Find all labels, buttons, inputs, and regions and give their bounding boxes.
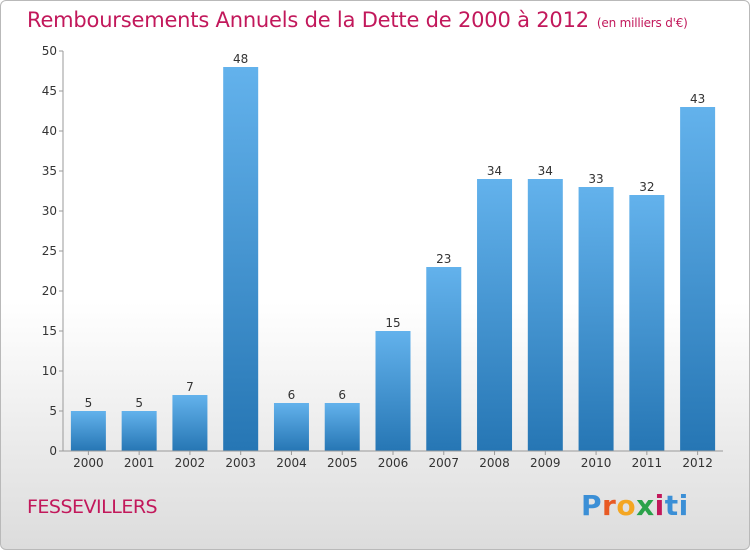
- x-tick-label: 2005: [327, 456, 358, 470]
- y-tick-label: 10: [42, 364, 57, 378]
- x-tick-label: 2003: [225, 456, 256, 470]
- x-tick-label: 2009: [530, 456, 561, 470]
- bar: [172, 395, 208, 451]
- y-tick-label: 0: [49, 444, 57, 458]
- x-tick-label: 2012: [682, 456, 713, 470]
- logo-letter: ti: [664, 489, 689, 522]
- x-tick-label: 2004: [276, 456, 307, 470]
- x-tick-label: 2002: [175, 456, 206, 470]
- y-tick-label: 45: [42, 84, 57, 98]
- bar: [324, 403, 360, 451]
- bar-value-label: 33: [588, 172, 603, 186]
- y-tick-label: 5: [49, 404, 57, 418]
- bar: [70, 411, 106, 451]
- logo-letter: o: [616, 489, 637, 522]
- x-tick-label: 2000: [73, 456, 104, 470]
- bar-value-label: 34: [487, 164, 502, 178]
- bar-value-label: 5: [135, 396, 143, 410]
- bar: [273, 403, 309, 451]
- bar-value-label: 43: [690, 92, 705, 106]
- y-tick-label: 30: [42, 204, 57, 218]
- bar: [426, 267, 462, 451]
- chart-title: Remboursements Annuels de la Dette de 20…: [27, 8, 688, 32]
- logo-letter: x: [636, 489, 655, 522]
- logo-letter: i: [654, 489, 665, 522]
- bar: [680, 107, 716, 451]
- proxiti-logo: Proxiti: [581, 489, 689, 522]
- x-tick-label: 2011: [632, 456, 663, 470]
- bars-group: 5 5 7 48 6 6 15 23 34 34 33 32 43: [70, 52, 716, 451]
- bar: [223, 67, 259, 451]
- x-tick-label: 2007: [428, 456, 459, 470]
- y-tick-label: 50: [42, 44, 57, 58]
- x-tick-label: 2008: [479, 456, 510, 470]
- bar-value-label: 23: [436, 252, 451, 266]
- bar: [477, 179, 513, 451]
- bar: [578, 187, 614, 451]
- x-tick-label: 2006: [378, 456, 409, 470]
- y-tick-label: 40: [42, 124, 57, 138]
- logo-letter: r: [602, 489, 617, 522]
- x-tick-label: 2010: [581, 456, 612, 470]
- bar-value-label: 6: [338, 388, 346, 402]
- logo-letter: P: [581, 489, 603, 522]
- y-tick-label: 15: [42, 324, 57, 338]
- bar-value-label: 48: [233, 52, 248, 66]
- bar-value-label: 7: [186, 380, 194, 394]
- bar-value-label: 6: [288, 388, 296, 402]
- x-axis: 2000 2001 2002 2003 2004 2005 2006 2007 2008 2009…: [63, 450, 723, 470]
- bar-value-label: 15: [385, 316, 400, 330]
- y-tick-label: 20: [42, 284, 57, 298]
- bar-value-label: 5: [85, 396, 93, 410]
- chart-unit: (en milliers d'€): [596, 16, 688, 30]
- y-tick-label: 35: [42, 164, 57, 178]
- bar: [121, 411, 157, 451]
- bar-value-label: 32: [639, 180, 654, 194]
- bar-value-label: 34: [538, 164, 553, 178]
- bar: [629, 195, 665, 451]
- x-tick-label: 2001: [124, 456, 155, 470]
- bar: [375, 331, 411, 451]
- y-tick-label: 25: [42, 244, 57, 258]
- chart-title-text: Remboursements Annuels de la Dette de 20…: [27, 8, 589, 32]
- commune-name: FESSEVILLERS: [27, 496, 158, 518]
- y-axis: 0 5 10 15 20 25 30 35 40 45 50: [42, 44, 64, 458]
- bar: [527, 179, 563, 451]
